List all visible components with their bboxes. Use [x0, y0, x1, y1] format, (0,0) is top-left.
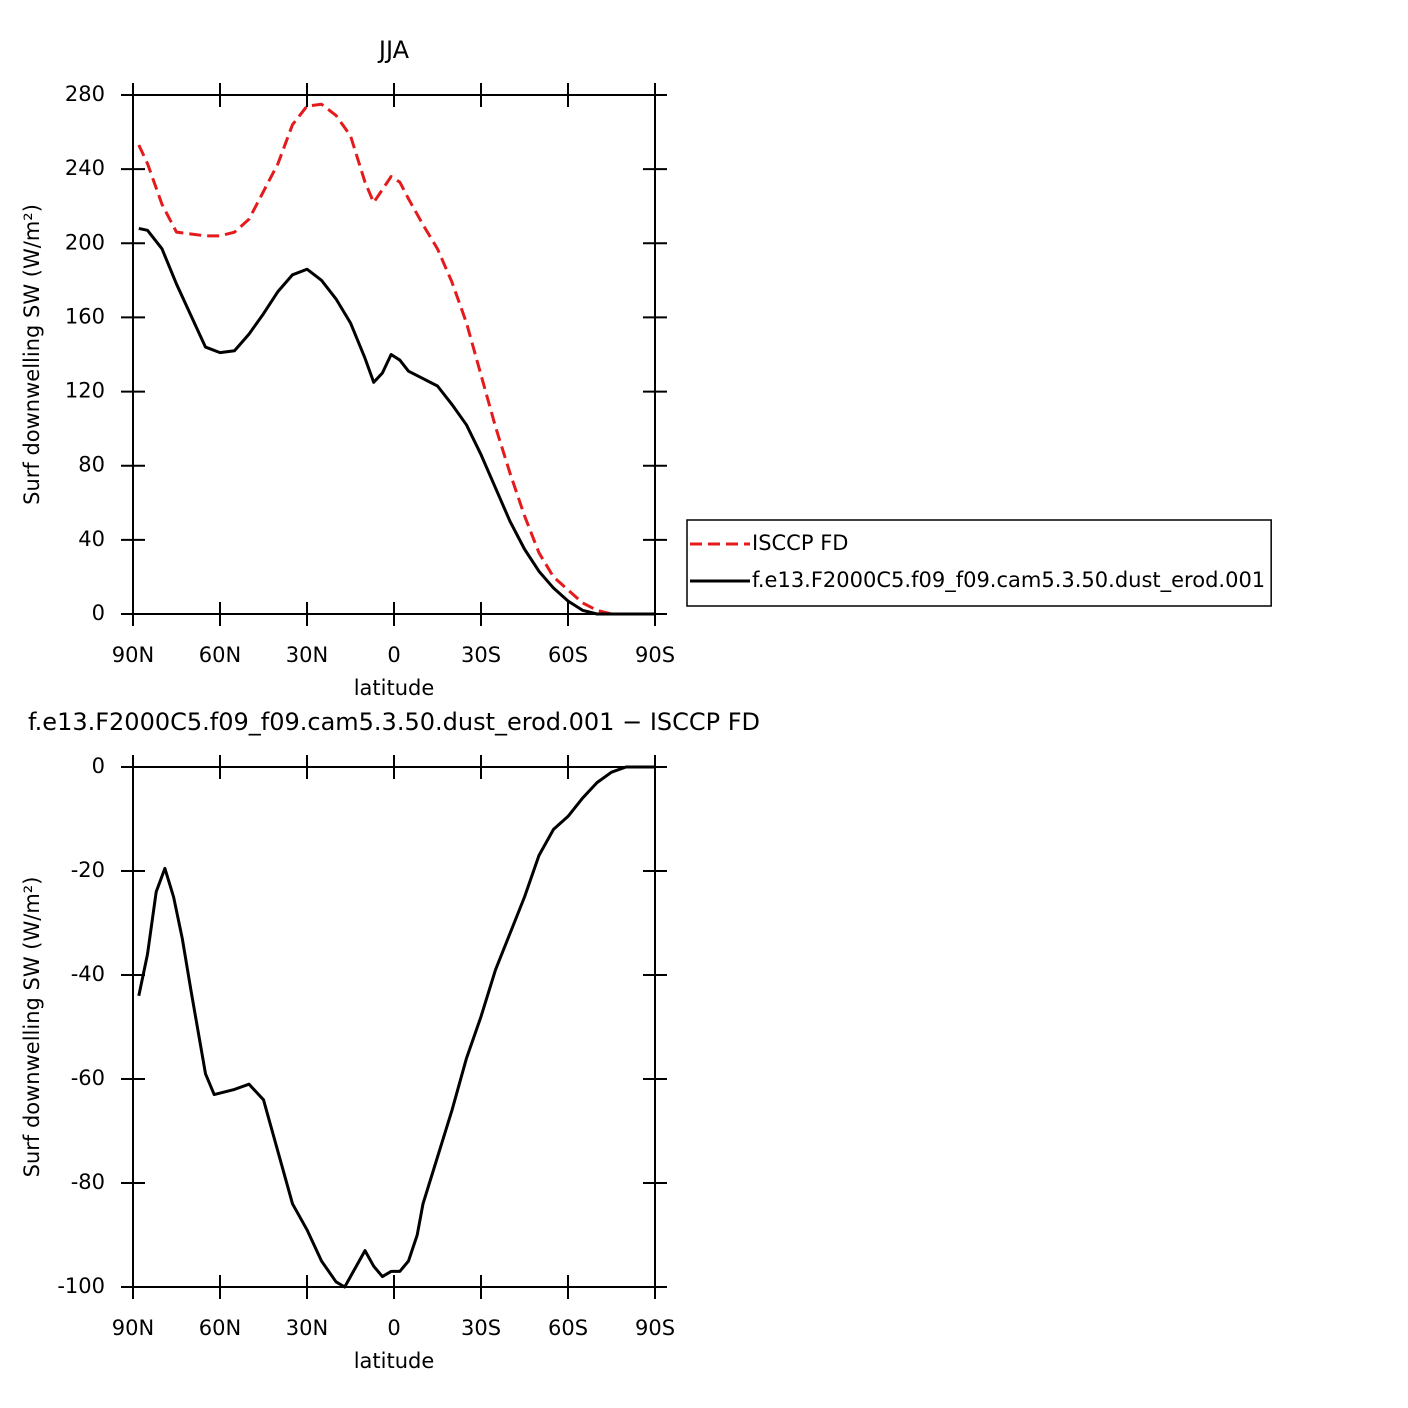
x-tick-label: 90N: [112, 643, 154, 667]
x-tick-label: 30S: [461, 1316, 501, 1340]
plot-frame: [132, 94, 656, 615]
y-tick-label: 0: [92, 601, 105, 625]
x-tick-label: 90S: [635, 643, 675, 667]
x-tick-label: 0: [387, 643, 400, 667]
x-tick-label: 60S: [548, 1316, 588, 1340]
y-tick-label: 40: [78, 527, 105, 551]
data-line: [137, 102, 655, 616]
y-tick-label: 280: [65, 82, 105, 106]
y-tick-label: 240: [65, 156, 105, 180]
chart-title: f.e13.F2000C5.f09_f09.cam5.3.50.dust_ero…: [28, 708, 760, 736]
legend-box: [686, 519, 1272, 607]
data-line: [137, 765, 655, 1289]
x-axis-label: latitude: [354, 1349, 435, 1373]
legend-label: ISCCP FD: [752, 531, 848, 555]
x-tick-label: 30S: [461, 643, 501, 667]
y-tick-label: -20: [71, 858, 105, 882]
x-tick-label: 60N: [199, 643, 241, 667]
y-tick-label: 160: [65, 304, 105, 328]
plot-frame: [132, 766, 656, 1288]
x-tick-label: 60S: [548, 643, 588, 667]
x-tick-label: 90N: [112, 1316, 154, 1340]
legend-label: f.e13.F2000C5.f09_f09.cam5.3.50.dust_ero…: [752, 568, 1265, 593]
y-tick-label: -60: [71, 1066, 105, 1090]
y-tick-label: -80: [71, 1170, 105, 1194]
y-axis-label: Surf downwelling SW (W/m²): [20, 877, 44, 1178]
y-tick-label: 200: [65, 230, 105, 254]
chart-title: JJA: [377, 36, 410, 64]
y-tick-label: -40: [71, 962, 105, 986]
y-tick-label: 80: [78, 453, 105, 477]
y-tick-label: 120: [65, 379, 105, 403]
x-tick-label: 30N: [286, 643, 328, 667]
y-axis-label: Surf downwelling SW (W/m²): [20, 204, 44, 505]
x-tick-label: 0: [387, 1316, 400, 1340]
data-line: [138, 226, 655, 616]
x-tick-label: 30N: [286, 1316, 328, 1340]
y-tick-label: -100: [57, 1274, 105, 1298]
x-tick-label: 60N: [199, 1316, 241, 1340]
y-tick-label: 0: [92, 754, 105, 778]
x-tick-label: 90S: [635, 1316, 675, 1340]
x-axis-label: latitude: [354, 676, 435, 700]
